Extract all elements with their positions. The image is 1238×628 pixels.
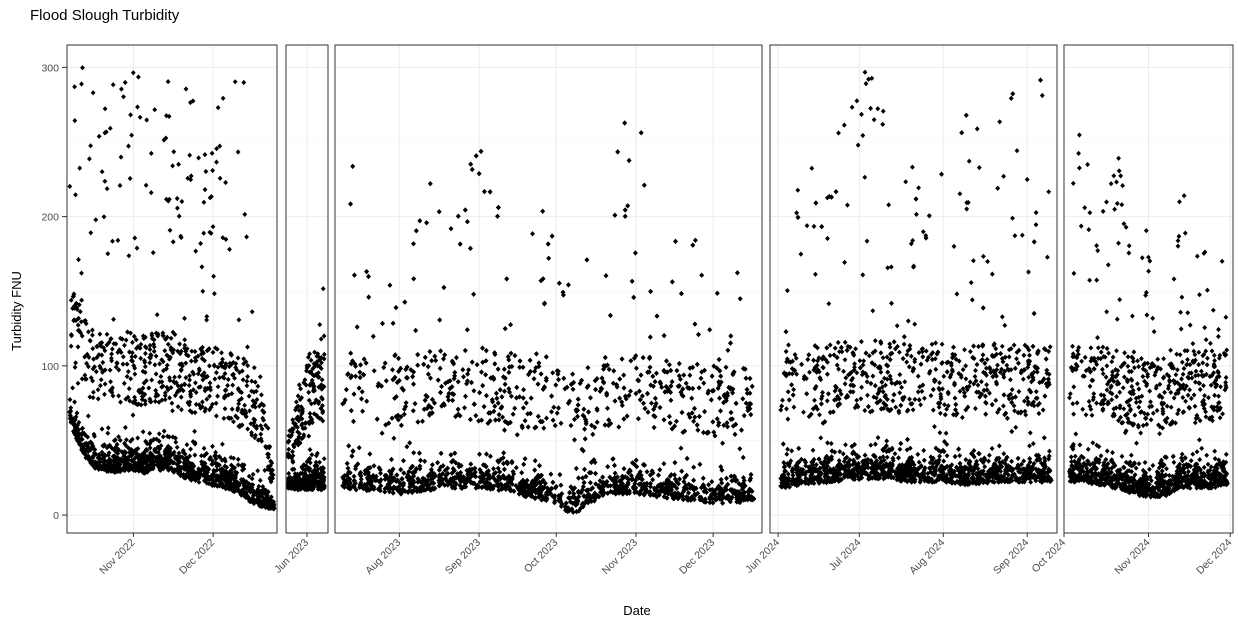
- y-tick-label: 200: [41, 212, 59, 224]
- x-axis: Jun 2023: [272, 533, 311, 576]
- y-tick-label: 100: [41, 361, 59, 373]
- x-axis: Nov 2022 Dec 2022: [97, 533, 217, 577]
- y-axis: 0 100 200 300: [41, 62, 67, 522]
- panel-jun-2023: Jun 2023: [272, 45, 328, 576]
- y-tick-label: 300: [41, 62, 59, 74]
- chart-title: Flood Slough Turbidity: [30, 7, 179, 24]
- x-tick-label: Nov 2022: [97, 537, 137, 577]
- x-tick-label: Dec 2022: [177, 537, 217, 577]
- x-tick-label: Jun 2023: [272, 537, 311, 576]
- y-tick-label: 0: [53, 510, 59, 522]
- panel-2022: Nov 2022 Dec 2022: [67, 45, 277, 577]
